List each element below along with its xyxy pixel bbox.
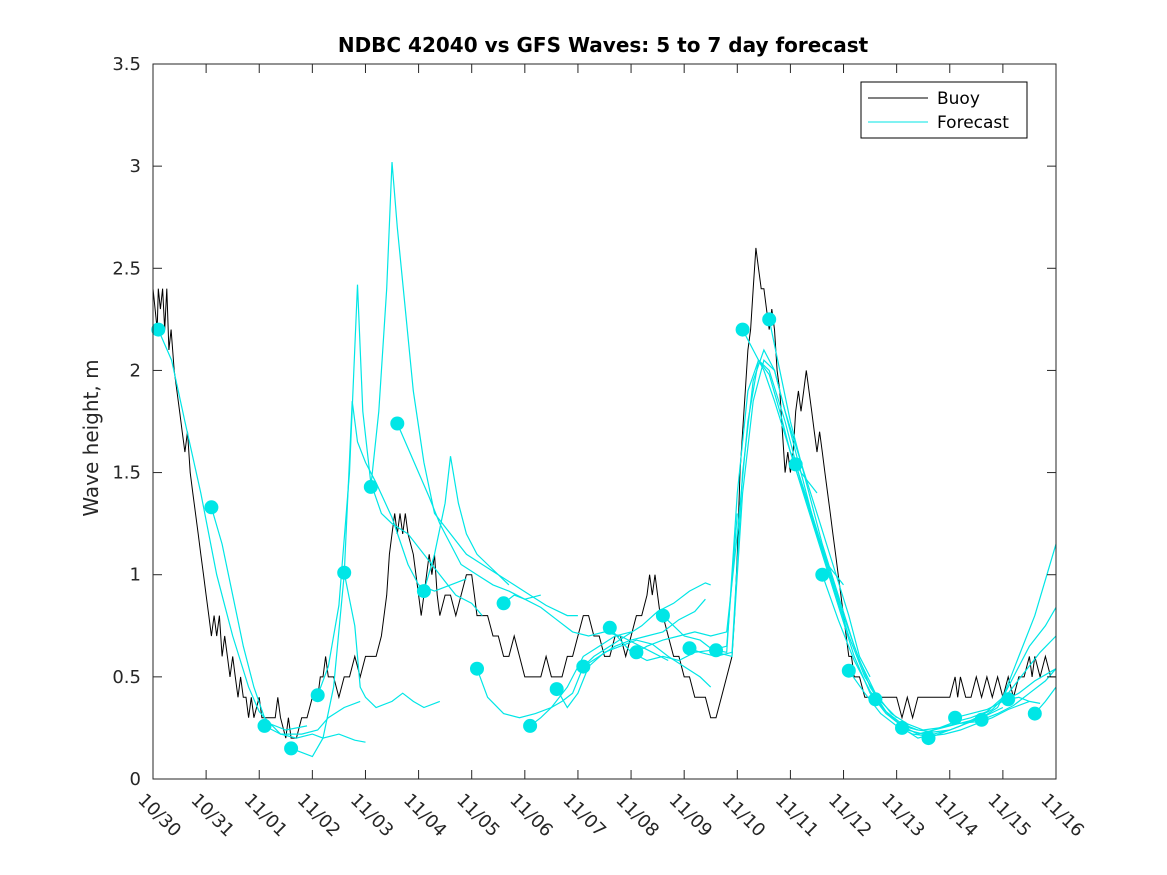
x-tick-label: 11/12 [824, 790, 876, 842]
forecast-run-line [370, 162, 510, 586]
forecast-start-marker [204, 500, 219, 515]
y-tick-label: 0 [130, 769, 141, 790]
y-tick-label: 2.5 [112, 258, 141, 279]
forecast-start-marker [257, 718, 272, 733]
x-tick-label: 11/06 [505, 790, 557, 842]
forecast-start-marker [735, 322, 750, 337]
forecast-run-line [503, 594, 669, 662]
forecast-series [151, 162, 1057, 758]
x-tick-label: 11/07 [558, 790, 610, 842]
forecast-start-marker [416, 584, 431, 599]
x-tick-label: 11/01 [240, 790, 292, 842]
axes-box [152, 63, 1057, 780]
forecast-run-line [582, 582, 711, 668]
forecast-start-marker [284, 741, 299, 756]
forecast-start-marker [523, 718, 538, 733]
y-tick-label: 3 [130, 156, 141, 177]
forecast-run-line [742, 329, 919, 731]
plot-area [153, 64, 1056, 779]
buoy-line [152, 247, 1056, 739]
forecast-run-line [343, 572, 441, 709]
forecast-start-marker [470, 661, 484, 676]
x-tick-label: 11/10 [718, 790, 770, 842]
x-tick-label: 11/08 [612, 790, 664, 842]
forecast-start-marker [841, 663, 856, 678]
forecast-start-marker [390, 416, 405, 431]
forecast-start-marker [1027, 706, 1042, 721]
forecast-run-line [715, 359, 898, 719]
forecast-start-marker [549, 682, 564, 697]
forecast-start-marker [682, 641, 697, 656]
x-tick-label: 11/05 [452, 790, 504, 842]
x-tick-label: 11/13 [877, 790, 929, 842]
forecast-start-marker [1001, 692, 1016, 707]
y-tick-label: 3.5 [112, 54, 141, 75]
x-tick-label: 11/15 [983, 790, 1035, 842]
y-tick-label: 1.5 [112, 463, 141, 484]
forecast-start-marker [602, 620, 617, 635]
buoy-series [152, 247, 1056, 739]
forecast-start-marker [629, 645, 644, 660]
legend-buoy-label: Buoy [937, 89, 980, 109]
forecast-run-line [981, 668, 1057, 721]
forecast-run-line [423, 456, 578, 617]
forecast-run-line [210, 507, 361, 735]
forecast-start-marker [363, 479, 378, 494]
x-tick-label: 11/03 [346, 790, 398, 842]
legend-box [860, 81, 1028, 139]
forecast-start-marker [576, 659, 591, 674]
x-tick-label: 11/02 [293, 790, 345, 842]
forecast-start-marker [788, 457, 803, 472]
y-tick-label: 2 [130, 360, 141, 381]
forecast-start-marker [655, 608, 670, 623]
x-tick-label: 11/09 [665, 790, 717, 842]
forecast-start-marker [310, 688, 325, 703]
forecast-start-marker [337, 565, 352, 580]
forecast-start-marker [868, 692, 883, 707]
plot-background [153, 64, 1056, 779]
forecast-start-marker [974, 712, 989, 727]
forecast-run-line [821, 574, 1004, 735]
forecast-start-marker [815, 567, 830, 582]
forecast-run-line [396, 423, 541, 600]
forecast-run-line [157, 329, 308, 731]
forecast-run-line [689, 348, 871, 678]
forecast-run-line [636, 358, 818, 653]
x-tick-label: 11/16 [1036, 790, 1088, 842]
forecast-start-marker [762, 312, 777, 327]
chart-title: NDBC 42040 vs GFS Waves: 5 to 7 day fore… [338, 33, 869, 57]
x-tick-label: 11/04 [399, 790, 451, 842]
forecast-start-marker [895, 720, 909, 735]
forecast-run-line [264, 725, 366, 743]
y-tick-label: 1 [130, 565, 141, 586]
forecast-start-marker [709, 643, 723, 658]
forecast-run-line [556, 639, 712, 709]
forecast-run-line [317, 284, 483, 696]
legend: Buoy Forecast [860, 81, 1028, 139]
forecast-start-marker [151, 322, 166, 337]
x-tick-label: 11/11 [771, 790, 823, 842]
x-tick-label: 10/30 [133, 790, 185, 842]
x-tick-label: 10/31 [187, 790, 239, 842]
y-tick-label: 0.5 [112, 667, 141, 688]
forecast-start-marker [948, 710, 963, 725]
x-tick-label: 11/14 [930, 790, 982, 842]
forecast-start-marker [921, 731, 936, 746]
legend-forecast-label: Forecast [937, 113, 1009, 133]
forecast-start-marker [496, 596, 511, 611]
y-axis-label: Wave height, m [79, 359, 103, 516]
forecast-run-line [928, 635, 1057, 739]
